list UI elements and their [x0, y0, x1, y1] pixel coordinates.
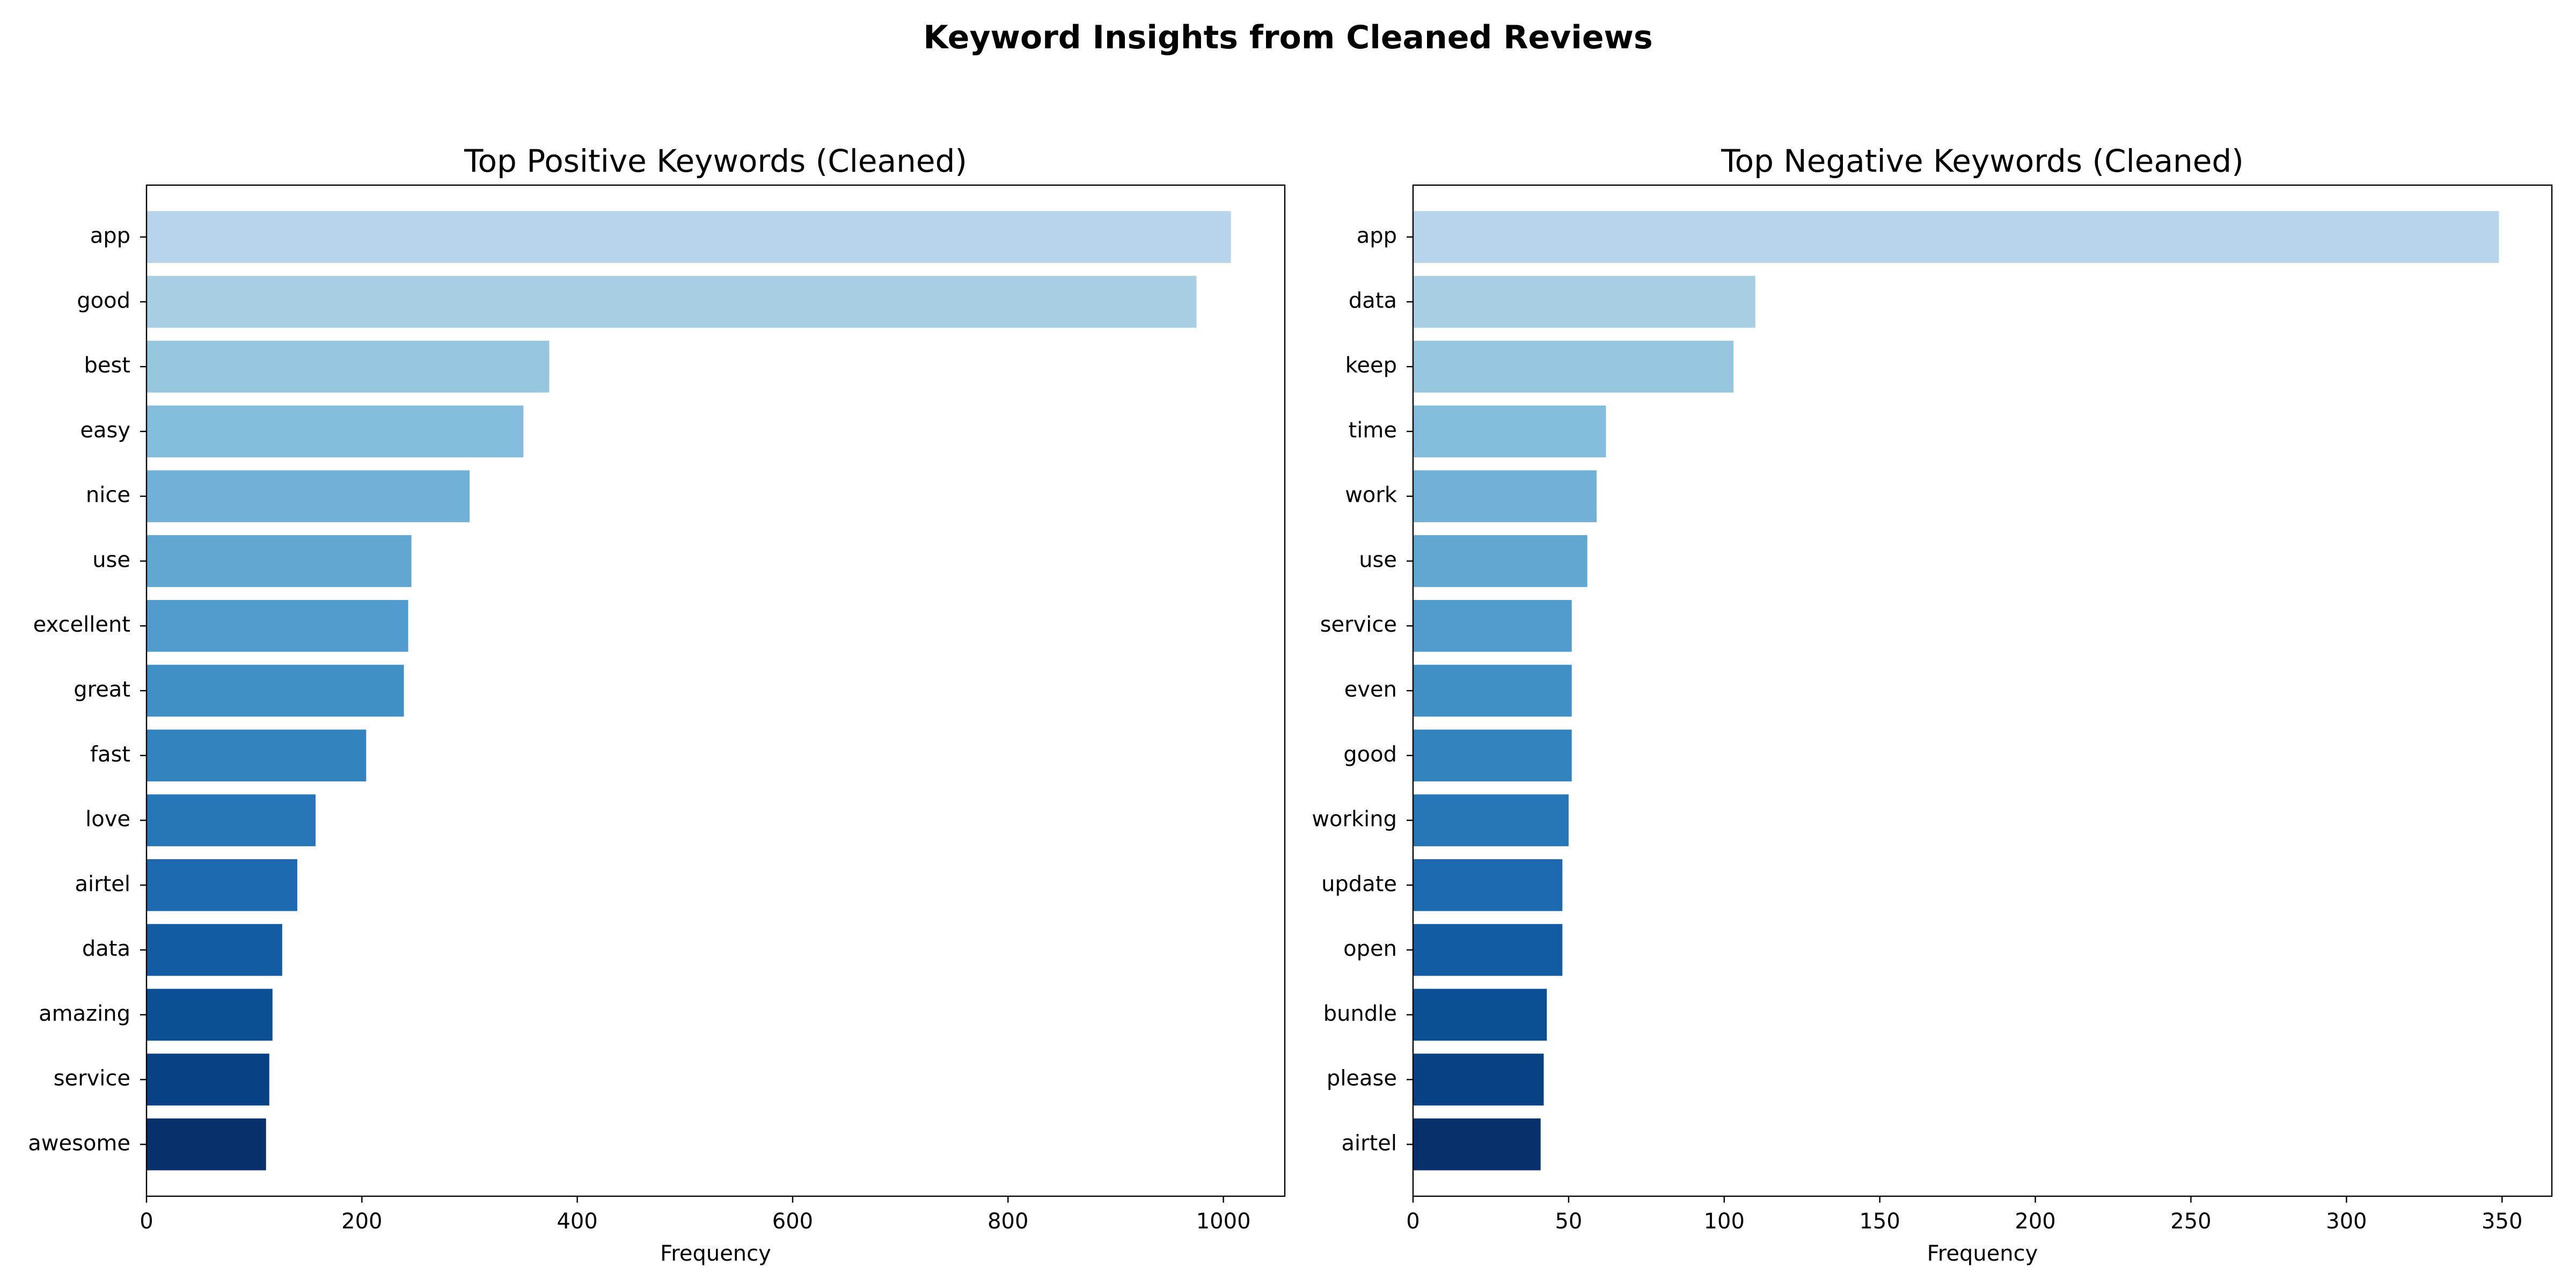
positive-bar-airtel [147, 859, 297, 911]
positive-bar-love [147, 794, 316, 846]
negative-xtick-label-200: 200 [2015, 1209, 2055, 1234]
positive-ytick-label-easy: easy [80, 418, 130, 443]
negative-xtick-label-50: 50 [1555, 1209, 1582, 1234]
negative-bar-even [1413, 664, 1572, 717]
negative-ytick-label-open: open [1343, 936, 1397, 961]
negative-ytick-label-work: work [1345, 483, 1397, 508]
negative-bar-service [1413, 599, 1572, 652]
positive-bar-app [147, 211, 1231, 263]
positive-bar-excellent [147, 599, 408, 652]
negative-keywords-chart: app data keep time work use service even good wor… [1312, 143, 2553, 1266]
negative-xtick-label-0: 0 [1406, 1209, 1419, 1234]
negative-bar-airtel [1413, 1118, 1541, 1170]
positive-xtick-label-1000: 1000 [1196, 1209, 1251, 1234]
negative-xtick-label-300: 300 [2326, 1209, 2367, 1234]
positive-bar-awesome [147, 1118, 266, 1170]
positive-bar-nice [147, 470, 470, 522]
negative-ytick-label-service: service [1320, 612, 1397, 637]
positive-x-axis-label: Frequency [660, 1241, 771, 1266]
positive-bar-easy [147, 405, 524, 458]
positive-bar-good [147, 276, 1197, 328]
positive-ytick-label-use: use [92, 547, 130, 572]
negative-ytick-label-working: working [1312, 807, 1397, 832]
positive-keywords-chart: app good best easy nice use excellent great fast… [28, 143, 1286, 1266]
negative-bar-work [1413, 470, 1597, 522]
positive-ytick-label-nice: nice [86, 483, 130, 508]
positive-ytick-label-love: love [85, 807, 130, 832]
positive-xtick-label-0: 0 [140, 1209, 153, 1234]
negative-bar-use [1413, 535, 1587, 587]
negative-xtick-label-350: 350 [2482, 1209, 2522, 1234]
negative-bar-update [1413, 859, 1563, 911]
negative-bar-keep [1413, 340, 1734, 393]
negative-ytick-label-bundle: bundle [1323, 1001, 1397, 1026]
negative-ytick-label-keep: keep [1345, 353, 1397, 378]
positive-ytick-label-app: app [90, 224, 130, 248]
negative-ytick-label-use: use [1359, 547, 1397, 572]
negative-bar-please [1413, 1053, 1544, 1106]
negative-bar-app [1413, 211, 2499, 263]
positive-axes-frame [145, 184, 1286, 1197]
negative-ytick-label-data: data [1349, 288, 1397, 313]
negative-xtick-label-150: 150 [1859, 1209, 1900, 1234]
negative-ytick-label-app: app [1357, 224, 1397, 248]
positive-ytick-label-amazing: amazing [39, 1001, 130, 1026]
negative-bar-good [1413, 729, 1572, 782]
positive-xtick-label-600: 600 [772, 1209, 813, 1234]
positive-chart-title: Top Positive Keywords (Cleaned) [464, 143, 967, 179]
positive-ytick-label-fast: fast [90, 742, 130, 767]
positive-xtick-label-200: 200 [341, 1209, 382, 1234]
negative-ytick-label-time: time [1349, 418, 1397, 443]
negative-x-axis-label: Frequency [1927, 1241, 2038, 1266]
negative-bar-working [1413, 794, 1569, 846]
negative-ytick-label-update: update [1321, 872, 1397, 896]
negative-ytick-label-even: even [1344, 677, 1397, 702]
positive-ytick-label-excellent: excellent [33, 612, 130, 637]
positive-ytick-label-data: data [82, 936, 130, 961]
figure-title: Keyword Insights from Cleaned Reviews [923, 19, 1652, 56]
negative-ytick-label-good: good [1343, 742, 1397, 767]
positive-ytick-label-airtel: airtel [75, 872, 130, 896]
positive-bar-fast [147, 729, 367, 782]
positive-ytick-label-great: great [74, 677, 130, 702]
positive-bar-data [147, 924, 282, 976]
positive-ytick-label-service: service [54, 1066, 130, 1091]
negative-bar-bundle [1413, 989, 1547, 1041]
positive-bar-best [147, 340, 550, 393]
positive-bar-use [147, 535, 412, 587]
negative-ytick-label-airtel: airtel [1342, 1131, 1397, 1155]
negative-axes-frame [1412, 184, 2553, 1197]
positive-bar-great [147, 664, 404, 717]
positive-ytick-label-awesome: awesome [28, 1131, 130, 1155]
positive-xtick-label-800: 800 [987, 1209, 1028, 1234]
negative-xtick-label-100: 100 [1704, 1209, 1745, 1234]
positive-bar-service [147, 1053, 269, 1106]
negative-chart-title: Top Negative Keywords (Cleaned) [1721, 143, 2244, 179]
positive-ytick-label-best: best [84, 353, 130, 378]
positive-ytick-label-good: good [77, 288, 130, 313]
negative-bar-time [1413, 405, 1606, 458]
negative-bar-data [1413, 276, 1755, 328]
positive-bar-amazing [147, 989, 273, 1041]
negative-ytick-label-please: please [1327, 1066, 1397, 1091]
positive-xtick-label-400: 400 [557, 1209, 597, 1234]
negative-xtick-label-250: 250 [2170, 1209, 2211, 1234]
negative-bar-open [1413, 924, 1563, 976]
